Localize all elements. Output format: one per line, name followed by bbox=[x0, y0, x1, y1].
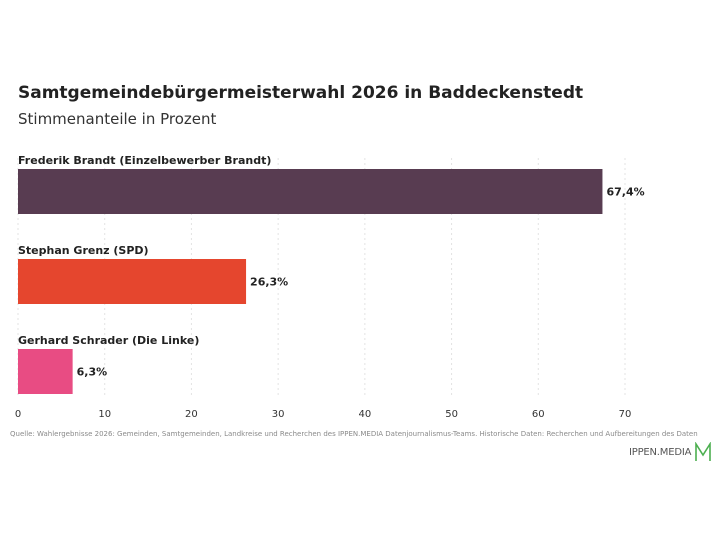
bar-chart: Frederik Brandt (Einzelbewerber Brandt) 6… bbox=[15, 154, 645, 420]
x-tick-label: 60 bbox=[532, 409, 545, 420]
x-tick-label: 70 bbox=[619, 409, 632, 420]
value-label: 6,3% bbox=[77, 366, 108, 379]
m-logo-icon bbox=[695, 442, 712, 461]
x-tick-label: 0 bbox=[15, 409, 21, 420]
value-label: 67,4% bbox=[606, 186, 644, 199]
source-note: Quelle: Wahlergebnisse 2026: Gemeinden, … bbox=[10, 430, 698, 438]
x-tick-label: 10 bbox=[98, 409, 111, 420]
logo-text: IPPEN.MEDIA bbox=[629, 446, 692, 458]
x-tick-label: 50 bbox=[445, 409, 458, 420]
x-tick-label: 30 bbox=[272, 409, 285, 420]
bar bbox=[18, 169, 603, 214]
chart-subtitle: Stimmenanteile in Prozent bbox=[18, 110, 217, 128]
bar bbox=[18, 349, 73, 394]
category-label: Frederik Brandt (Einzelbewerber Brandt) bbox=[18, 154, 271, 167]
category-label: Stephan Grenz (SPD) bbox=[18, 244, 149, 257]
ippen-media-logo: IPPEN.MEDIA bbox=[629, 441, 712, 463]
value-label: 26,3% bbox=[250, 276, 288, 289]
bar bbox=[18, 259, 247, 304]
x-tick-label: 20 bbox=[185, 409, 198, 420]
category-label: Gerhard Schrader (Die Linke) bbox=[18, 334, 199, 347]
x-tick-label: 40 bbox=[358, 409, 371, 420]
chart-title: Samtgemeindebürgermeisterwahl 2026 in Ba… bbox=[18, 83, 584, 103]
